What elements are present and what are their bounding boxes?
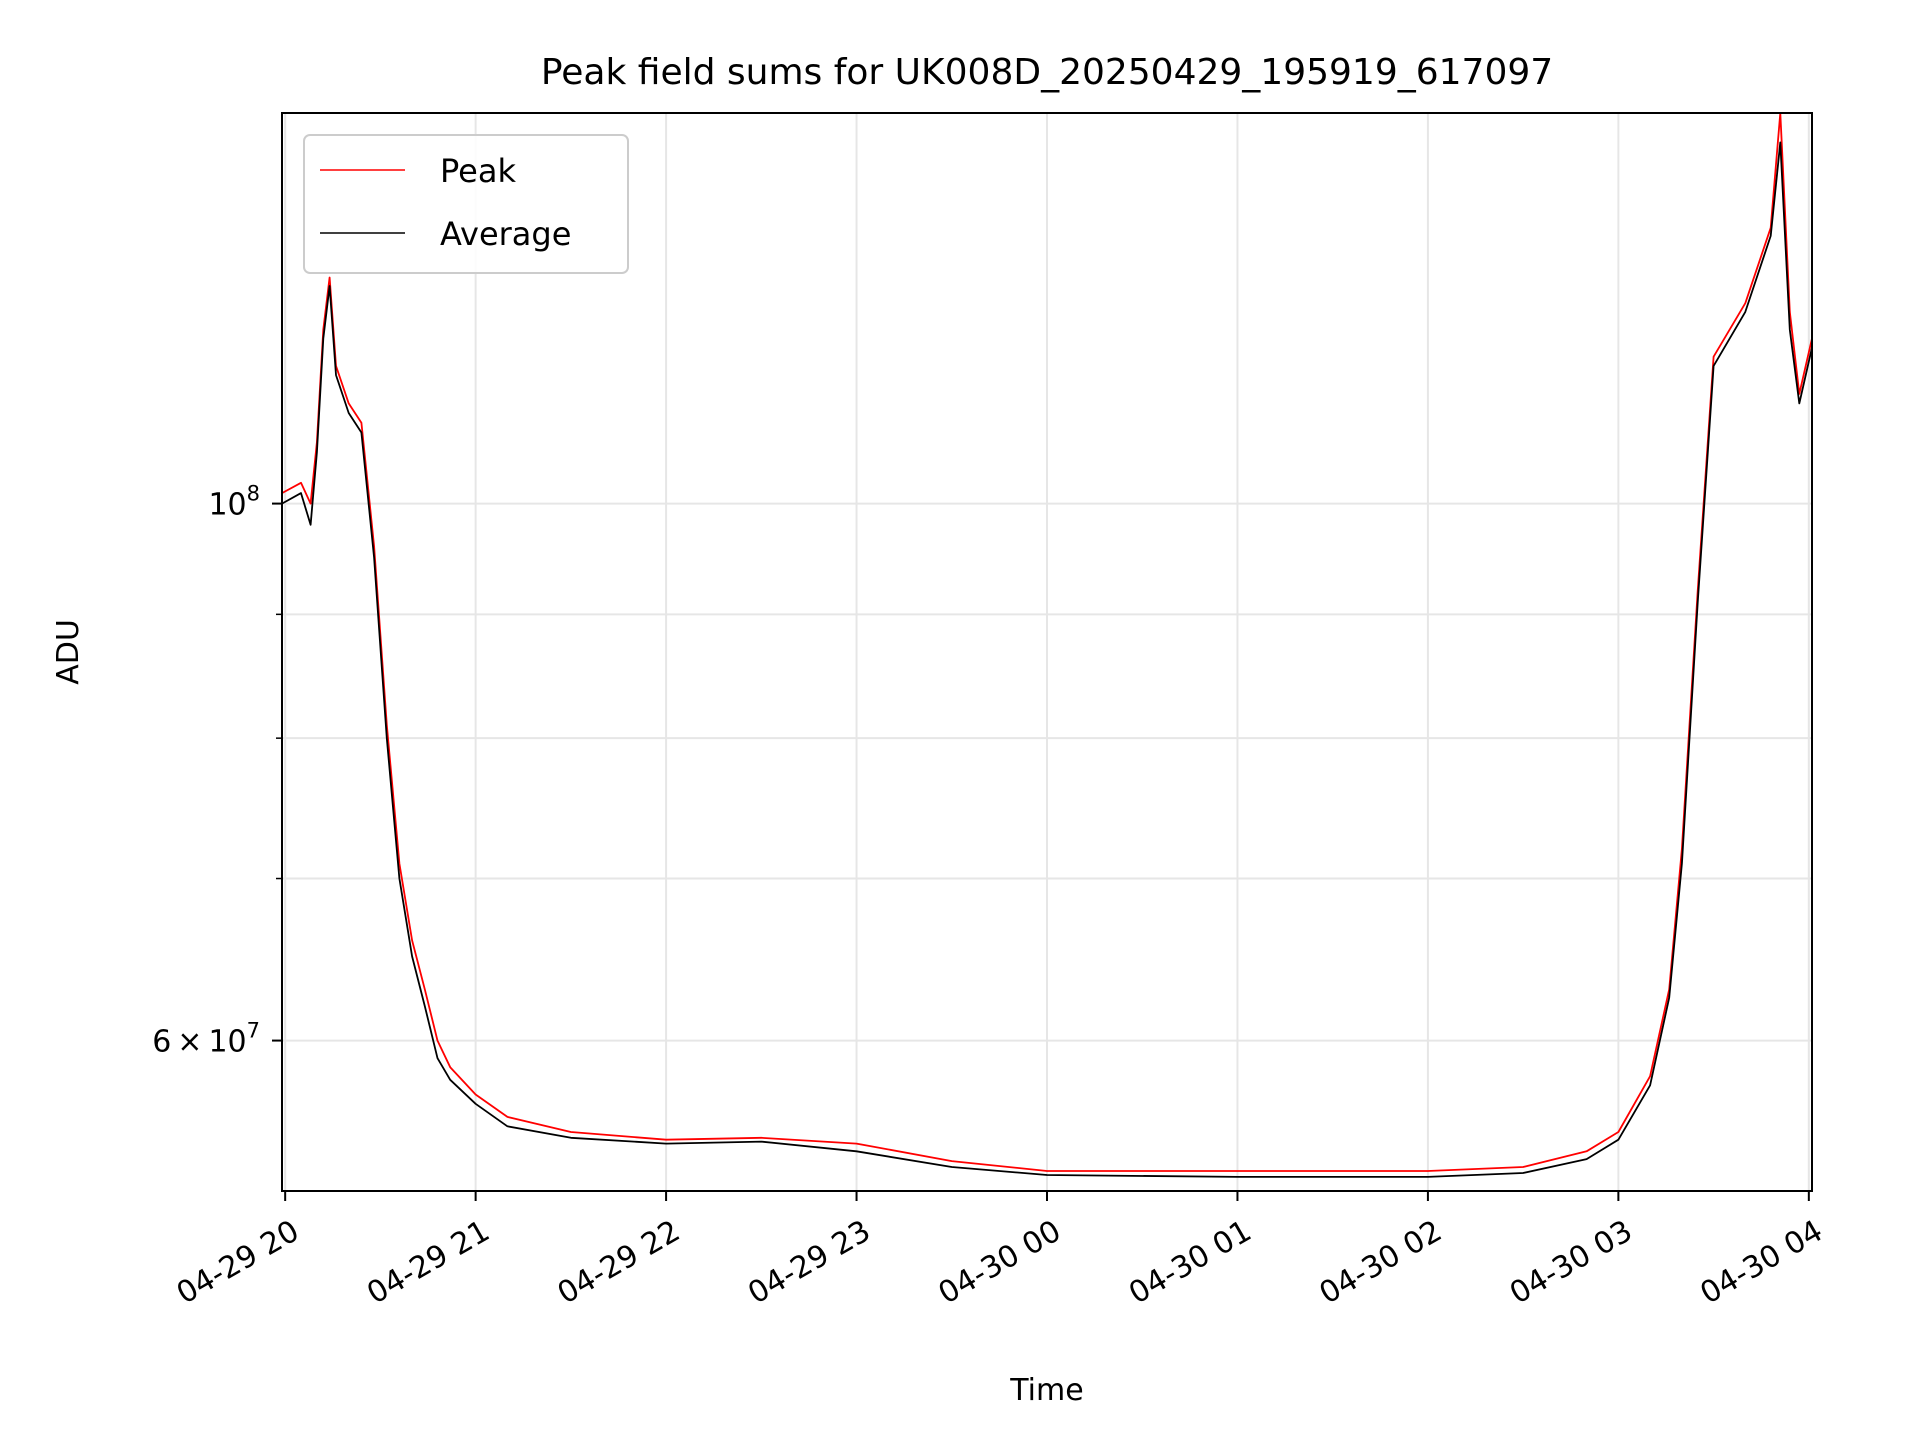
chart-title: Peak field sums for UK008D_20250429_1959… (541, 52, 1553, 93)
grid-layer (282, 113, 1812, 1191)
y-tick-mantissa: 6 × (152, 1025, 208, 1060)
y-tick-base: 10 (208, 1025, 246, 1060)
series-line-average (282, 141, 1812, 1178)
y-axis-label: ADU (51, 619, 86, 685)
y-tick-base: 10 (208, 488, 246, 523)
legend-label-average: Average (440, 215, 571, 253)
y-tick-exponent: 8 (247, 482, 260, 506)
y-tick-exponent: 7 (247, 1019, 260, 1043)
y-tick-label: 108 (208, 482, 260, 523)
y-tick-label: 6 × 107 (152, 1019, 260, 1060)
x-axis-label: Time (1009, 1373, 1083, 1408)
legend: Peak Average (303, 134, 629, 274)
legend-label-peak: Peak (440, 152, 516, 190)
series-layer (282, 113, 1812, 1178)
